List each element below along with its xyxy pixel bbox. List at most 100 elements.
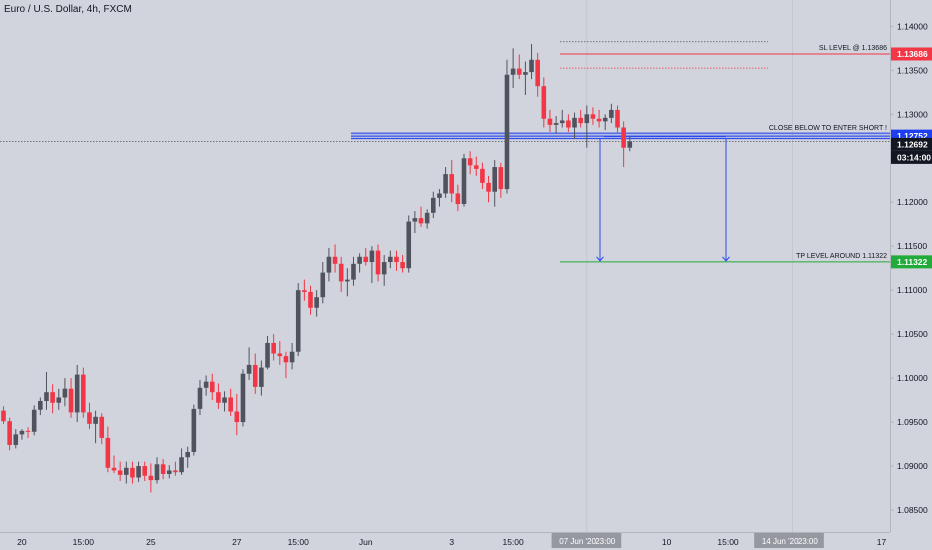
entry-price-tag-text: 1.12752: [897, 131, 928, 141]
time-tick-label: 15:00: [73, 537, 95, 547]
candle-body: [197, 387, 203, 409]
candle-body: [216, 392, 221, 403]
candle: [62, 378, 68, 407]
countdown-tag-text: 03:14:00: [897, 152, 931, 162]
candle: [394, 250, 399, 271]
target-arrow-head: [722, 256, 730, 262]
candle: [7, 417, 12, 451]
candle-body: [621, 127, 626, 148]
time-highlight-box: [551, 533, 622, 548]
candle-body: [277, 353, 283, 357]
time-highlight-box: [754, 533, 824, 548]
candle-body: [222, 397, 227, 403]
candle: [461, 153, 467, 207]
candle-body: [492, 167, 497, 192]
candle-body: [535, 59, 540, 87]
candle-body: [50, 392, 55, 403]
candle: [332, 244, 338, 273]
candle-body: [234, 411, 240, 423]
candle-body: [486, 182, 491, 192]
candle-body: [602, 117, 608, 122]
candle: [25, 427, 31, 438]
candle-body: [443, 174, 448, 194]
candle: [148, 463, 154, 493]
price-tick-label: 1.12000: [897, 197, 928, 207]
countdown-tag-box: [891, 150, 932, 164]
candle-body: [473, 165, 479, 169]
candle-body: [510, 68, 516, 75]
candle-body: [179, 457, 184, 473]
candle: [320, 262, 326, 304]
candle: [578, 109, 583, 128]
candle-body: [529, 59, 534, 73]
candle: [516, 54, 522, 80]
candle-body: [38, 400, 43, 410]
candle: [504, 59, 510, 194]
candle: [498, 162, 504, 198]
candle: [216, 383, 221, 409]
time-tick-label: Jun: [359, 537, 373, 547]
time-tick-label: 15:00: [288, 537, 310, 547]
candle: [74, 364, 80, 423]
candle: [602, 114, 608, 131]
candle: [44, 371, 49, 410]
candle: [228, 388, 233, 416]
candle: [302, 279, 307, 301]
candle: [627, 136, 633, 152]
candle-body: [136, 466, 141, 478]
candle: [418, 206, 424, 227]
candle: [13, 429, 19, 449]
candle-body: [44, 392, 49, 401]
candle: [185, 446, 190, 468]
candle: [160, 459, 166, 480]
candle-body: [25, 430, 31, 432]
candle: [154, 457, 160, 484]
candle-body: [7, 421, 12, 445]
candle-body: [228, 397, 233, 412]
price-tick-label: 1.09500: [897, 417, 928, 427]
candle: [142, 461, 148, 481]
sl-label: SL LEVEL @ 1.13686: [819, 45, 887, 52]
candle: [295, 283, 301, 357]
candle-body: [357, 256, 362, 264]
sl-price-tag-text: 1.13686: [897, 49, 928, 59]
candle: [166, 465, 172, 479]
candle-body: [19, 430, 25, 435]
candle-body: [246, 364, 252, 374]
price-tick-label: 1.13500: [897, 65, 928, 75]
candle-body: [412, 218, 418, 222]
candle-body: [437, 193, 442, 198]
candle: [584, 105, 590, 148]
candle: [105, 426, 111, 473]
candle: [1, 406, 6, 424]
candle: [566, 114, 571, 132]
candle-body: [615, 109, 620, 128]
candle: [277, 341, 283, 365]
time-highlight-date: 14 Jun '20: [762, 537, 799, 546]
candle: [308, 285, 313, 315]
tp-label: TP LEVEL AROUND 1.11322: [796, 253, 887, 260]
candle-body: [173, 470, 178, 473]
candle: [535, 52, 540, 97]
candle-body: [351, 263, 356, 280]
candle: [621, 121, 626, 168]
candle: [31, 405, 37, 436]
last-price-tag-text: 1.12692: [897, 139, 928, 149]
candle: [381, 255, 387, 286]
candle-body: [504, 74, 510, 190]
candle: [124, 461, 129, 484]
candle-body: [431, 197, 436, 213]
candle: [136, 461, 141, 482]
candle-body: [400, 262, 405, 269]
candle-body: [203, 381, 209, 388]
candle: [68, 378, 74, 418]
candle-body: [461, 158, 467, 205]
candle: [240, 369, 246, 427]
candle-body: [56, 397, 62, 403]
candle-body: [523, 72, 528, 75]
candle-body: [166, 470, 172, 474]
candle-body: [111, 467, 117, 471]
